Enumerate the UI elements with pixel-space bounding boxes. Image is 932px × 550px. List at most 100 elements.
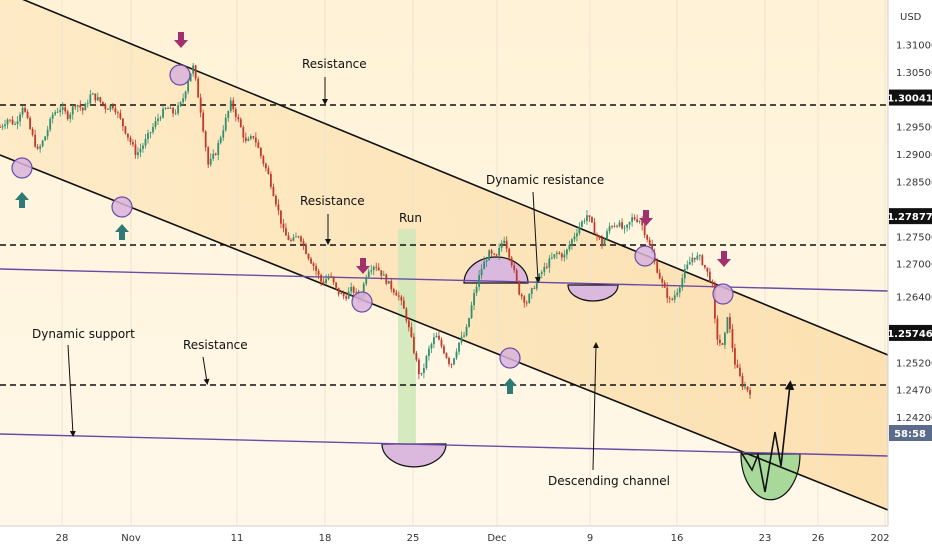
candle-body [290,240,292,241]
candle-body [631,217,634,222]
candle-body [663,282,666,288]
candle-body [305,244,307,254]
candle-body [74,106,77,108]
candle-body [545,266,548,268]
time-axis-background [0,526,932,550]
x-tick-label: 202 [870,533,889,544]
candle-body [573,236,576,240]
candle-body [453,358,455,365]
y-tick-label: 1.30500 [896,68,932,79]
candle-body [448,358,450,364]
candle-body [362,283,365,297]
candle-body [111,105,114,109]
candle-body [703,264,706,268]
candle-body [219,137,222,143]
candle-body [34,134,37,147]
candle-body [641,221,644,226]
candle-body [726,317,729,333]
candle-body [280,210,282,224]
candle-body [134,144,137,156]
x-tick-label: 16 [671,533,684,544]
pointer-arrow [67,344,76,437]
candle-body [300,236,302,242]
candle-body [528,294,531,303]
candle-body [739,367,741,377]
candle-body [142,145,144,149]
candle-body [483,261,486,270]
candle-body [86,103,89,105]
candle-body [473,293,475,306]
candle-body [247,138,250,141]
candle-body [407,320,410,328]
candle-body [711,281,714,284]
candle-body [463,335,465,337]
candle-body [488,250,491,261]
time-axis-ticks: 28 Nov 11 18 25 Dec 9 16 23 26 202 [56,533,890,544]
candle-body [96,97,99,101]
candle-body [636,219,639,222]
candle-body [382,274,385,276]
candle-body [621,222,623,229]
x-tick-label: 9 [587,533,593,544]
candle-body [493,253,496,255]
candle-body [538,273,541,281]
candle-body [603,239,606,246]
candle-body [267,168,270,175]
candle-body [197,78,200,98]
down-arrows [174,32,731,274]
candle-body [106,109,109,110]
currency-label: USD [900,12,922,23]
projection-path [740,380,795,493]
x-tick-label: 28 [56,533,69,544]
candle-body [443,346,445,354]
candle-body [169,107,172,109]
candle-body [523,296,526,303]
level-badge [889,208,932,225]
candle-body [450,363,453,365]
up-arrows [15,192,517,394]
candle-body [370,270,373,272]
candle-body [94,93,97,101]
candle-body [272,186,275,196]
candle-body [4,124,6,127]
candle-body [199,97,202,113]
candle-body [718,339,721,344]
candle-body [581,221,583,227]
candle-body [656,261,659,273]
candle-body [435,335,438,338]
candle-body [56,111,59,113]
annotation-descending-channel: Descending channel [548,474,670,488]
candle-body [189,73,192,82]
candle-body [202,112,205,132]
candle-body [490,250,493,254]
candle-body [611,226,613,228]
candle-body [465,326,468,336]
candle-body [618,222,621,227]
candle-body [548,258,551,268]
touch-circle [11,157,33,179]
candle-body [438,335,440,340]
candle-body [234,109,237,117]
candle-body [137,152,139,156]
current-price-label: 58:58 [894,429,926,440]
x-tick-label: 25 [407,533,420,544]
candle-body [533,288,536,289]
y-tick-label: 1.27000 [896,260,932,271]
candle-body [91,93,94,95]
touch-circle [712,283,734,305]
candle-body [693,257,696,260]
candle-body [563,254,566,258]
candle-body [242,127,245,138]
annotation-resistance-3: Resistance [183,338,248,352]
candle-body [259,147,262,157]
candle-body [405,308,408,321]
candle-body [327,276,330,280]
candle-body [425,355,428,368]
candle-body [152,126,154,133]
candle-body [688,262,691,265]
candle-body [571,239,573,246]
level-badge-label: 1.27877 [887,212,932,223]
candle-body [29,117,32,129]
candle-body [84,103,87,111]
candle-body [325,279,327,284]
